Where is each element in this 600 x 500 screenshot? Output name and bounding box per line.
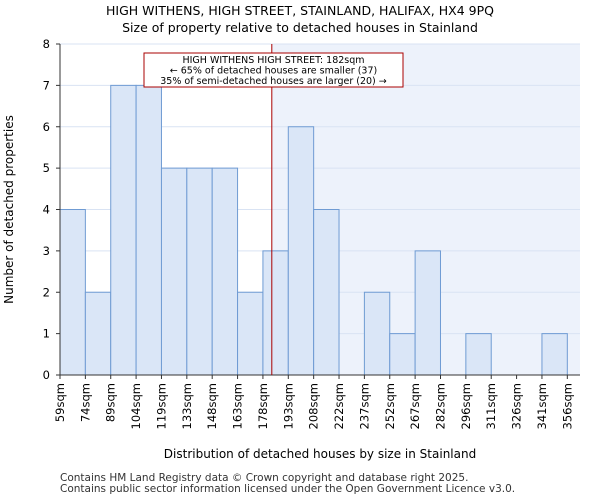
histogram-bar bbox=[135, 84, 162, 376]
x-tick-label: 119sqm bbox=[154, 383, 168, 429]
histogram-bar bbox=[414, 250, 441, 376]
x-tick-label: 237sqm bbox=[357, 383, 371, 429]
histogram-bar bbox=[262, 250, 289, 376]
x-tick-label: 252sqm bbox=[383, 383, 397, 429]
x-tick-label: 59sqm bbox=[53, 383, 67, 422]
x-tick-label: 148sqm bbox=[205, 383, 219, 429]
y-tick-label: 0 bbox=[43, 368, 50, 382]
footer-line-1: Contains HM Land Registry data © Crown c… bbox=[60, 472, 469, 484]
x-tick-label: 356sqm bbox=[560, 383, 574, 429]
x-tick-label: 89sqm bbox=[104, 383, 118, 422]
x-tick-label: 193sqm bbox=[281, 383, 295, 429]
annotation-line: ← 65% of detached houses are smaller (37… bbox=[170, 66, 377, 77]
x-tick-label: 282sqm bbox=[433, 383, 447, 429]
x-tick-label: 326sqm bbox=[510, 383, 524, 429]
y-tick-label: 7 bbox=[43, 78, 50, 92]
histogram-bar bbox=[211, 167, 239, 376]
footer: Contains HM Land Registry data © Crown c… bbox=[60, 473, 515, 495]
y-tick-label: 8 bbox=[43, 37, 50, 51]
annotation-box bbox=[143, 52, 404, 88]
title-line-2: Size of property relative to detached ho… bbox=[122, 20, 478, 35]
y-tick-label: 1 bbox=[43, 327, 50, 341]
x-tick-label: 341sqm bbox=[535, 383, 549, 429]
histogram-bar bbox=[84, 291, 112, 376]
histogram-bar bbox=[160, 167, 188, 376]
y-tick-label: 5 bbox=[43, 161, 50, 175]
y-tick-label: 2 bbox=[43, 285, 50, 299]
y-tick-label: 4 bbox=[43, 203, 50, 217]
x-tick-label: 222sqm bbox=[332, 383, 346, 429]
x-tick-label: 267sqm bbox=[408, 383, 422, 429]
x-tick-label: 208sqm bbox=[307, 383, 321, 429]
histogram-bar bbox=[313, 209, 340, 376]
histogram-bar bbox=[389, 333, 416, 376]
x-tick-label: 296sqm bbox=[459, 383, 473, 429]
x-axis-label: Distribution of detached houses by size … bbox=[164, 447, 476, 461]
footer-line-2: Contains public sector information licen… bbox=[60, 483, 516, 495]
y-tick-label: 6 bbox=[43, 120, 50, 134]
x-tick-label: 74sqm bbox=[78, 383, 92, 422]
x-tick-label: 163sqm bbox=[231, 383, 245, 429]
histogram-bar bbox=[363, 291, 391, 376]
histogram-bar bbox=[186, 167, 213, 376]
x-tick-label: 311sqm bbox=[484, 383, 498, 429]
x-tick-label: 104sqm bbox=[129, 383, 143, 429]
histogram-bar bbox=[237, 291, 264, 376]
histogram-bar bbox=[287, 126, 315, 376]
chart-title: HIGH WITHENS, HIGH STREET, STAINLAND, HA… bbox=[0, 2, 600, 36]
annotation-line: 35% of semi-detached houses are larger (… bbox=[160, 76, 387, 87]
histogram-bar bbox=[465, 333, 492, 376]
x-tick-label: 133sqm bbox=[180, 383, 194, 429]
y-tick-label: 3 bbox=[43, 244, 50, 258]
histogram-bar bbox=[541, 333, 568, 376]
annotation-line: HIGH WITHENS HIGH STREET: 182sqm bbox=[182, 55, 364, 66]
histogram-bar bbox=[59, 209, 86, 376]
y-axis-label: Number of detached properties bbox=[2, 115, 16, 304]
x-tick-label: 178sqm bbox=[256, 383, 270, 429]
title-line-1: HIGH WITHENS, HIGH STREET, STAINLAND, HA… bbox=[106, 3, 494, 18]
histogram-bar bbox=[110, 84, 137, 376]
